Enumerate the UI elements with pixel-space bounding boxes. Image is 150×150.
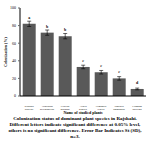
svg-text:80: 80 <box>12 23 16 28</box>
svg-text:c: c <box>100 63 102 68</box>
svg-text:60: 60 <box>12 41 16 46</box>
svg-text:a: a <box>28 15 30 20</box>
svg-text:100: 100 <box>10 5 16 10</box>
svg-text:Sesbaniaaculeata: Sesbaniaaculeata <box>24 105 34 111</box>
svg-text:c: c <box>82 58 84 63</box>
svg-text:40: 40 <box>12 58 16 63</box>
svg-text:Name of studied plants: Name of studied plants <box>63 110 103 115</box>
svg-text:Colonization (%): Colonization (%) <box>8 37 9 67</box>
svg-text:c: c <box>118 69 120 74</box>
svg-text:b: b <box>46 24 49 29</box>
svg-text:Artocarpusheterophyllus: Artocarpusheterophyllus <box>40 105 54 111</box>
svg-text:Digitariasanguinalis: Digitariasanguinalis <box>113 105 125 111</box>
svg-text:b: b <box>64 27 67 32</box>
svg-text:0: 0 <box>14 93 16 98</box>
svg-text:20: 20 <box>12 76 16 81</box>
svg-text:Cynodondactylon: Cynodondactylon <box>132 105 142 111</box>
svg-text:d: d <box>136 80 139 85</box>
